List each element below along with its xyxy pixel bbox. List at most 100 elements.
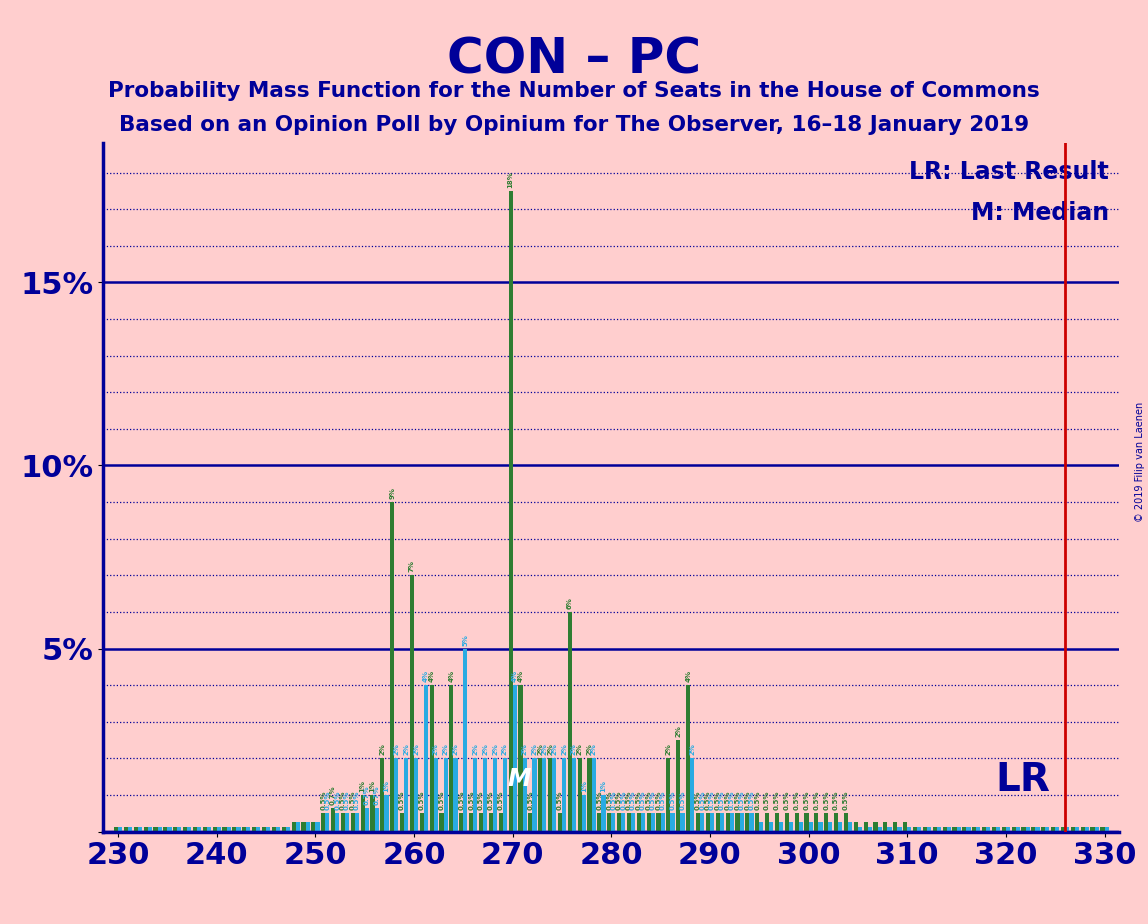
Bar [616,813,621,832]
Bar [1031,827,1035,832]
Text: 4%: 4% [449,670,455,682]
Bar [443,759,448,832]
Text: 0.5%: 0.5% [325,791,331,810]
Bar [829,822,832,832]
Bar [163,827,168,832]
Bar [157,827,162,832]
Text: 2%: 2% [666,744,672,756]
Text: 0.5%: 0.5% [636,791,642,810]
Bar [676,740,681,832]
Text: 0.5%: 0.5% [488,791,494,810]
Bar [720,813,724,832]
Bar [552,759,557,832]
Bar [715,813,720,832]
Bar [483,759,487,832]
Text: 0.5%: 0.5% [744,791,751,810]
Text: 0.5%: 0.5% [350,791,356,810]
Text: 2%: 2% [443,744,449,756]
Text: 0.5%: 0.5% [320,791,326,810]
Text: 0.5%: 0.5% [630,791,636,810]
Text: 9%: 9% [389,487,395,499]
Bar [187,827,192,832]
Bar [207,827,211,832]
Bar [528,813,533,832]
Text: 1%: 1% [359,780,366,792]
Text: 2%: 2% [571,744,577,756]
Text: 0.5%: 0.5% [669,791,675,810]
Bar [522,759,527,832]
Bar [868,827,872,832]
Bar [666,759,670,832]
Bar [835,813,838,832]
Text: 6%: 6% [567,597,573,609]
Text: 2%: 2% [452,744,458,756]
Bar [168,827,171,832]
Text: 0.5%: 0.5% [616,791,622,810]
Bar [794,813,799,832]
Bar [1011,827,1016,832]
Text: 0.5%: 0.5% [699,791,705,810]
Bar [844,813,848,832]
Bar [690,759,695,832]
Bar [917,827,921,832]
Bar [1022,827,1025,832]
Bar [996,827,1000,832]
Bar [124,827,127,832]
Text: 1%: 1% [370,780,375,792]
Bar [183,827,187,832]
Text: 0.5%: 0.5% [784,791,790,810]
Bar [903,822,907,832]
Text: 0.5%: 0.5% [527,791,534,810]
Bar [726,813,730,832]
Text: 0.5%: 0.5% [774,791,779,810]
Text: 0.5%: 0.5% [765,791,770,810]
Bar [1041,827,1046,832]
Text: 2%: 2% [521,744,528,756]
Bar [848,822,852,832]
Bar [739,813,744,832]
Bar [785,813,789,832]
Text: 0.5%: 0.5% [695,791,701,810]
Text: 2%: 2% [576,744,583,756]
Bar [789,822,793,832]
Bar [173,827,177,832]
Bar [1065,827,1069,832]
Text: 0.5%: 0.5% [709,791,715,810]
Bar [355,813,359,832]
Bar [1101,827,1104,832]
Bar [1085,827,1089,832]
Bar [154,827,157,832]
Bar [709,813,714,832]
Text: 4%: 4% [512,670,518,682]
Bar [253,827,256,832]
Bar [440,813,443,832]
Bar [607,813,612,832]
Bar [986,827,991,832]
Bar [519,685,522,832]
Text: 1%: 1% [581,780,587,792]
Bar [335,813,340,832]
Text: 7%: 7% [409,560,414,572]
Bar [1002,827,1006,832]
Bar [276,827,280,832]
Bar [138,827,142,832]
Bar [730,813,734,832]
Bar [597,813,602,832]
Text: 2%: 2% [561,744,567,756]
Bar [513,685,517,832]
Text: 1%: 1% [383,780,389,792]
Bar [660,813,665,832]
Bar [311,822,316,832]
Text: 0.5%: 0.5% [650,791,656,810]
Bar [898,827,901,832]
Text: M: Median: M: Median [971,201,1109,225]
Text: 0.5%: 0.5% [680,791,685,810]
Bar [177,827,181,832]
Text: 0.5%: 0.5% [340,791,346,810]
Bar [390,502,394,832]
Text: © 2019 Filip van Laenen: © 2019 Filip van Laenen [1135,402,1145,522]
Bar [470,813,473,832]
Bar [449,685,453,832]
Bar [236,827,241,832]
Text: 0.5%: 0.5% [645,791,652,810]
